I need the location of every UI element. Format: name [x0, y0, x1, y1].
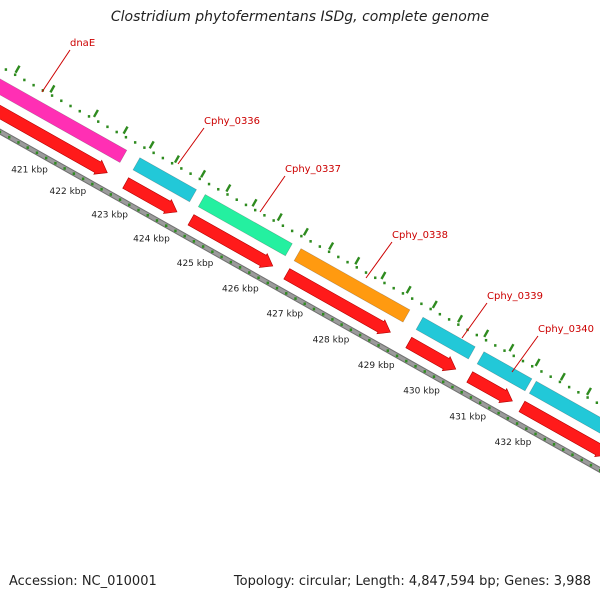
tick-major [200, 169, 207, 178]
scale-label: 424 kbp [133, 234, 170, 244]
gene-bar [197, 194, 293, 257]
scale-label: 428 kbp [313, 335, 350, 345]
gene-leader-line [511, 335, 539, 373]
cds-arrow [0, 104, 108, 175]
tick-major [483, 329, 490, 338]
genes-layer [0, 78, 600, 434]
tick-major [380, 271, 387, 280]
gene-bar [0, 78, 128, 163]
map-title: Clostridium phytofermentans ISDg, comple… [110, 9, 490, 25]
tick-marks [4, 65, 599, 405]
cds-arrow [466, 371, 513, 403]
tick-major [302, 227, 309, 236]
gene-label: Cphy_0340 [538, 324, 594, 335]
scale-label: 427 kbp [266, 309, 303, 319]
gene-label: Cphy_0336 [204, 116, 260, 127]
scale-label: 430 kbp [403, 387, 440, 397]
gene-label: Cphy_0337 [285, 164, 341, 175]
scale-label: 432 kbp [495, 438, 532, 448]
scale-label: 421 kbp [11, 166, 48, 176]
gene-bar [476, 351, 533, 392]
tick-major [328, 241, 335, 251]
cds-arrow [518, 400, 600, 457]
labels-layer: dnaE Cphy_0336 Cphy_0337 Cphy_0338 Cphy_0339… [41, 38, 594, 373]
gene-bar [293, 248, 411, 323]
gene-bar [528, 380, 600, 434]
gene-leader-line [259, 175, 286, 213]
scale-label: 429 kbp [358, 361, 395, 371]
cds-arrow [405, 336, 457, 372]
gene-leader-line [461, 302, 488, 339]
tick-major [14, 65, 21, 74]
gene-label: Cphy_0339 [487, 291, 543, 302]
tick-major [431, 300, 438, 309]
tick-major [122, 126, 129, 135]
scale-label: 423 kbp [91, 211, 128, 221]
scale-layer: 421 kbp 422 kbp 423 kbp 424 kbp 425 kbp 426 k… [0, 130, 600, 472]
gene-leader-line [177, 127, 205, 165]
gene-leader-line [365, 241, 393, 279]
gene-leader-line [41, 49, 71, 93]
genome-info-label: Topology: circular; Length: 4,847,594 bp… [233, 574, 591, 589]
gene-label: dnaE [70, 38, 95, 49]
accession-label: Accession: NC_010001 [9, 574, 157, 589]
tick-major [354, 256, 361, 265]
tick-major [585, 387, 593, 396]
tick-major [225, 184, 232, 193]
tick-major [534, 358, 541, 367]
gene-bar [415, 316, 476, 360]
gene-label: Cphy_0338 [392, 230, 448, 241]
scale-label: 426 kbp [222, 284, 259, 294]
tick-major [49, 84, 56, 93]
scale-label: 422 kbp [50, 187, 87, 197]
tick-major [457, 314, 464, 323]
cds-arrow [283, 268, 391, 335]
tick-major [508, 343, 515, 352]
tick-major [92, 109, 99, 118]
tick-major [173, 155, 180, 164]
scale-label: 431 kbp [449, 413, 486, 423]
tick-major [251, 198, 258, 207]
tick-major [559, 372, 566, 381]
scale-label: 425 kbp [177, 259, 214, 269]
tick-major [276, 212, 283, 222]
cds-layer [0, 104, 600, 457]
cds-arrow [122, 177, 178, 214]
cds-arrow [187, 214, 274, 268]
tick-major [148, 140, 155, 149]
gene-bar [132, 157, 197, 203]
tick-major [405, 285, 412, 294]
